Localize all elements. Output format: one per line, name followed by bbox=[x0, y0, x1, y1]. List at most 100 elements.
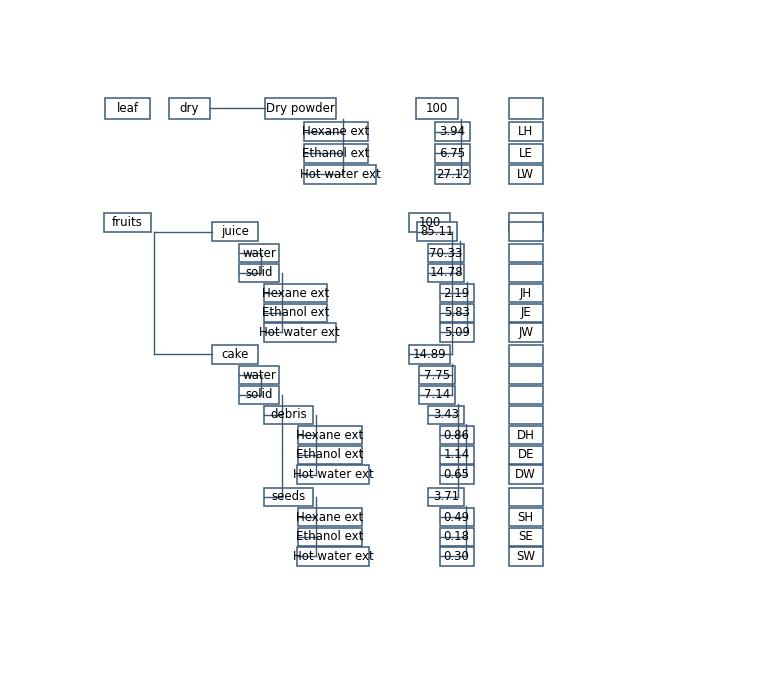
Text: Ethanol ext: Ethanol ext bbox=[296, 530, 364, 543]
FancyBboxPatch shape bbox=[428, 406, 463, 424]
FancyBboxPatch shape bbox=[409, 345, 450, 364]
FancyBboxPatch shape bbox=[104, 213, 151, 232]
FancyBboxPatch shape bbox=[508, 426, 543, 444]
FancyBboxPatch shape bbox=[264, 323, 336, 341]
Text: Ethanol ext: Ethanol ext bbox=[302, 146, 369, 160]
Text: Hexane ext: Hexane ext bbox=[262, 287, 330, 300]
Text: 70.33: 70.33 bbox=[429, 247, 463, 260]
Text: Hot water ext: Hot water ext bbox=[293, 468, 374, 481]
Text: solid: solid bbox=[245, 266, 273, 279]
FancyBboxPatch shape bbox=[239, 244, 279, 262]
FancyBboxPatch shape bbox=[508, 264, 543, 282]
FancyBboxPatch shape bbox=[508, 165, 543, 184]
FancyBboxPatch shape bbox=[508, 528, 543, 546]
Text: LW: LW bbox=[517, 168, 534, 181]
FancyBboxPatch shape bbox=[508, 323, 543, 341]
FancyBboxPatch shape bbox=[264, 284, 327, 302]
Text: DE: DE bbox=[517, 448, 534, 462]
Text: water: water bbox=[242, 247, 276, 260]
FancyBboxPatch shape bbox=[508, 144, 543, 163]
Text: 1.14: 1.14 bbox=[444, 448, 470, 462]
FancyBboxPatch shape bbox=[508, 213, 543, 232]
Text: 5.83: 5.83 bbox=[444, 306, 470, 319]
FancyBboxPatch shape bbox=[508, 366, 543, 384]
FancyBboxPatch shape bbox=[508, 345, 543, 364]
FancyBboxPatch shape bbox=[435, 144, 470, 163]
FancyBboxPatch shape bbox=[212, 223, 258, 241]
FancyBboxPatch shape bbox=[416, 98, 458, 119]
FancyBboxPatch shape bbox=[304, 165, 376, 184]
FancyBboxPatch shape bbox=[212, 345, 258, 364]
FancyBboxPatch shape bbox=[298, 528, 361, 546]
FancyBboxPatch shape bbox=[435, 122, 470, 142]
Text: LH: LH bbox=[518, 125, 533, 138]
Text: 0.18: 0.18 bbox=[444, 530, 470, 543]
Text: seeds: seeds bbox=[272, 491, 306, 503]
FancyBboxPatch shape bbox=[239, 264, 279, 282]
FancyBboxPatch shape bbox=[508, 98, 543, 119]
Text: 100: 100 bbox=[426, 102, 448, 115]
Text: JW: JW bbox=[518, 326, 533, 339]
Text: LE: LE bbox=[519, 146, 533, 160]
FancyBboxPatch shape bbox=[169, 98, 210, 119]
Text: leaf: leaf bbox=[116, 102, 139, 115]
FancyBboxPatch shape bbox=[508, 406, 543, 424]
Text: 7.14: 7.14 bbox=[424, 388, 451, 401]
Text: 14.89: 14.89 bbox=[412, 348, 447, 361]
Text: 27.12: 27.12 bbox=[435, 168, 470, 181]
Text: 85.11: 85.11 bbox=[420, 225, 454, 238]
Text: 5.09: 5.09 bbox=[444, 326, 470, 339]
Text: Hot water ext: Hot water ext bbox=[260, 326, 340, 339]
FancyBboxPatch shape bbox=[264, 304, 327, 322]
FancyBboxPatch shape bbox=[440, 304, 474, 322]
FancyBboxPatch shape bbox=[428, 244, 464, 262]
FancyBboxPatch shape bbox=[440, 446, 474, 464]
FancyBboxPatch shape bbox=[298, 508, 361, 526]
Text: Dry powder: Dry powder bbox=[266, 102, 335, 115]
FancyBboxPatch shape bbox=[508, 547, 543, 565]
Text: 100: 100 bbox=[419, 216, 441, 229]
Text: SW: SW bbox=[516, 550, 535, 563]
Text: Hot water ext: Hot water ext bbox=[300, 168, 380, 181]
FancyBboxPatch shape bbox=[508, 488, 543, 506]
Text: DH: DH bbox=[517, 428, 534, 442]
Text: SH: SH bbox=[517, 511, 533, 524]
FancyBboxPatch shape bbox=[106, 98, 150, 119]
FancyBboxPatch shape bbox=[419, 386, 456, 404]
Text: 0.86: 0.86 bbox=[444, 428, 470, 442]
FancyBboxPatch shape bbox=[419, 366, 456, 384]
Text: Hot water ext: Hot water ext bbox=[293, 550, 374, 563]
FancyBboxPatch shape bbox=[265, 98, 336, 119]
FancyBboxPatch shape bbox=[508, 508, 543, 526]
Text: 7.75: 7.75 bbox=[424, 368, 451, 381]
Text: JE: JE bbox=[521, 306, 531, 319]
FancyBboxPatch shape bbox=[508, 386, 543, 404]
Text: 0.49: 0.49 bbox=[444, 511, 470, 524]
FancyBboxPatch shape bbox=[440, 323, 474, 341]
FancyBboxPatch shape bbox=[239, 386, 279, 404]
Text: 14.78: 14.78 bbox=[429, 266, 463, 279]
FancyBboxPatch shape bbox=[508, 446, 543, 464]
Text: 0.65: 0.65 bbox=[444, 468, 470, 481]
FancyBboxPatch shape bbox=[508, 122, 543, 142]
FancyBboxPatch shape bbox=[304, 144, 368, 163]
FancyBboxPatch shape bbox=[409, 213, 450, 232]
FancyBboxPatch shape bbox=[440, 508, 474, 526]
Text: 3.94: 3.94 bbox=[439, 125, 466, 138]
FancyBboxPatch shape bbox=[435, 165, 470, 184]
FancyBboxPatch shape bbox=[298, 426, 361, 444]
Text: water: water bbox=[242, 368, 276, 381]
Text: fruits: fruits bbox=[112, 216, 143, 229]
FancyBboxPatch shape bbox=[508, 466, 543, 484]
FancyBboxPatch shape bbox=[440, 466, 474, 484]
FancyBboxPatch shape bbox=[508, 223, 543, 241]
Text: 6.75: 6.75 bbox=[439, 146, 466, 160]
FancyBboxPatch shape bbox=[304, 122, 368, 142]
Text: 3.43: 3.43 bbox=[433, 408, 459, 422]
Text: Ethanol ext: Ethanol ext bbox=[296, 448, 364, 462]
FancyBboxPatch shape bbox=[440, 528, 474, 546]
Text: solid: solid bbox=[245, 388, 273, 401]
Text: Hexane ext: Hexane ext bbox=[302, 125, 369, 138]
Text: debris: debris bbox=[270, 408, 307, 422]
Text: DW: DW bbox=[515, 468, 536, 481]
